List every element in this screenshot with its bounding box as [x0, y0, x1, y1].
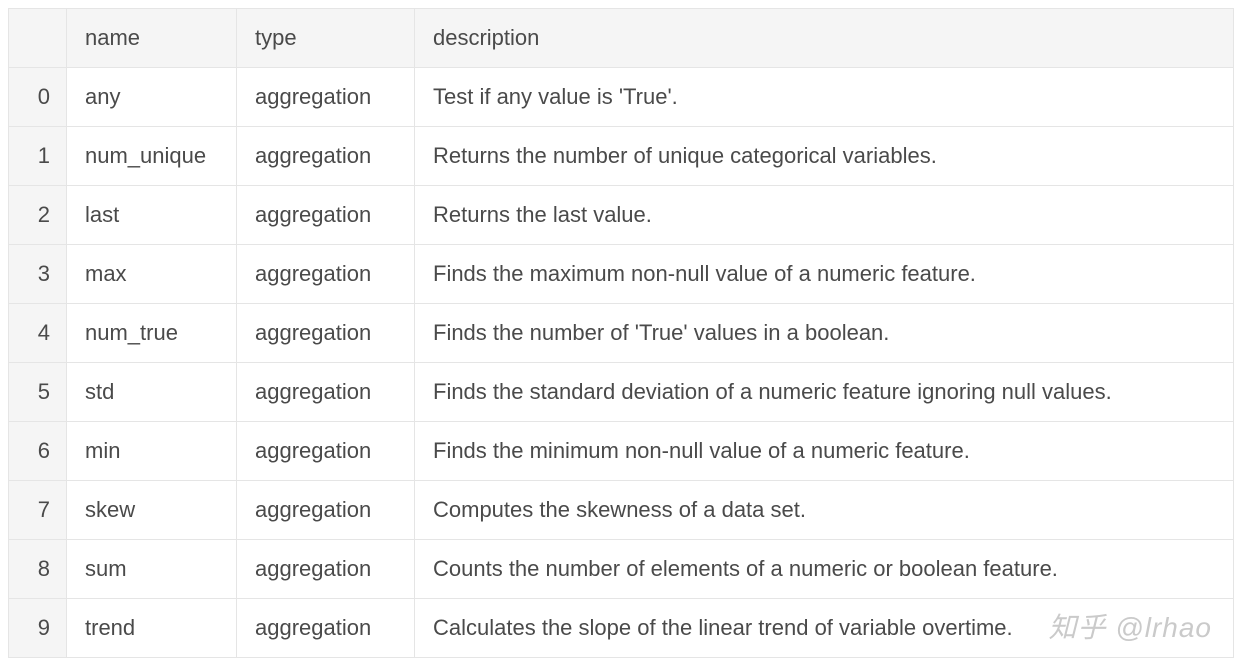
table-row: 1 num_unique aggregation Returns the num…	[9, 127, 1234, 186]
cell-type: aggregation	[237, 186, 415, 245]
row-index: 1	[9, 127, 67, 186]
cell-description: Counts the number of elements of a numer…	[415, 540, 1234, 599]
cell-description: Finds the number of 'True' values in a b…	[415, 304, 1234, 363]
header-row: name type description	[9, 9, 1234, 68]
cell-description: Finds the minimum non-null value of a nu…	[415, 422, 1234, 481]
row-index: 2	[9, 186, 67, 245]
table-row: 2 last aggregation Returns the last valu…	[9, 186, 1234, 245]
cell-type: aggregation	[237, 422, 415, 481]
data-table: name type description 0 any aggregation …	[8, 8, 1234, 658]
cell-description: Computes the skewness of a data set.	[415, 481, 1234, 540]
row-index: 9	[9, 599, 67, 658]
cell-type: aggregation	[237, 481, 415, 540]
row-index: 8	[9, 540, 67, 599]
cell-name: max	[67, 245, 237, 304]
table-row: 3 max aggregation Finds the maximum non-…	[9, 245, 1234, 304]
cell-description: Returns the last value.	[415, 186, 1234, 245]
table-body: 0 any aggregation Test if any value is '…	[9, 68, 1234, 658]
row-index: 6	[9, 422, 67, 481]
table-row: 4 num_true aggregation Finds the number …	[9, 304, 1234, 363]
cell-name: num_unique	[67, 127, 237, 186]
row-index: 4	[9, 304, 67, 363]
header-name: name	[67, 9, 237, 68]
cell-name: min	[67, 422, 237, 481]
cell-description: Returns the number of unique categorical…	[415, 127, 1234, 186]
cell-type: aggregation	[237, 599, 415, 658]
cell-type: aggregation	[237, 540, 415, 599]
cell-description: Test if any value is 'True'.	[415, 68, 1234, 127]
cell-name: std	[67, 363, 237, 422]
cell-name: skew	[67, 481, 237, 540]
cell-description: Finds the standard deviation of a numeri…	[415, 363, 1234, 422]
table-row: 8 sum aggregation Counts the number of e…	[9, 540, 1234, 599]
table-row: 0 any aggregation Test if any value is '…	[9, 68, 1234, 127]
cell-name: any	[67, 68, 237, 127]
row-index: 5	[9, 363, 67, 422]
cell-type: aggregation	[237, 363, 415, 422]
row-index: 3	[9, 245, 67, 304]
row-index: 7	[9, 481, 67, 540]
cell-type: aggregation	[237, 127, 415, 186]
cell-type: aggregation	[237, 304, 415, 363]
header-type: type	[237, 9, 415, 68]
header-description: description	[415, 9, 1234, 68]
cell-name: last	[67, 186, 237, 245]
cell-name: sum	[67, 540, 237, 599]
cell-type: aggregation	[237, 68, 415, 127]
cell-type: aggregation	[237, 245, 415, 304]
table-row: 6 min aggregation Finds the minimum non-…	[9, 422, 1234, 481]
cell-name: num_true	[67, 304, 237, 363]
table-row: 5 std aggregation Finds the standard dev…	[9, 363, 1234, 422]
row-index: 0	[9, 68, 67, 127]
cell-name: trend	[67, 599, 237, 658]
table-row: 9 trend aggregation Calculates the slope…	[9, 599, 1234, 658]
table-row: 7 skew aggregation Computes the skewness…	[9, 481, 1234, 540]
cell-description: Calculates the slope of the linear trend…	[415, 599, 1234, 658]
header-index	[9, 9, 67, 68]
cell-description: Finds the maximum non-null value of a nu…	[415, 245, 1234, 304]
